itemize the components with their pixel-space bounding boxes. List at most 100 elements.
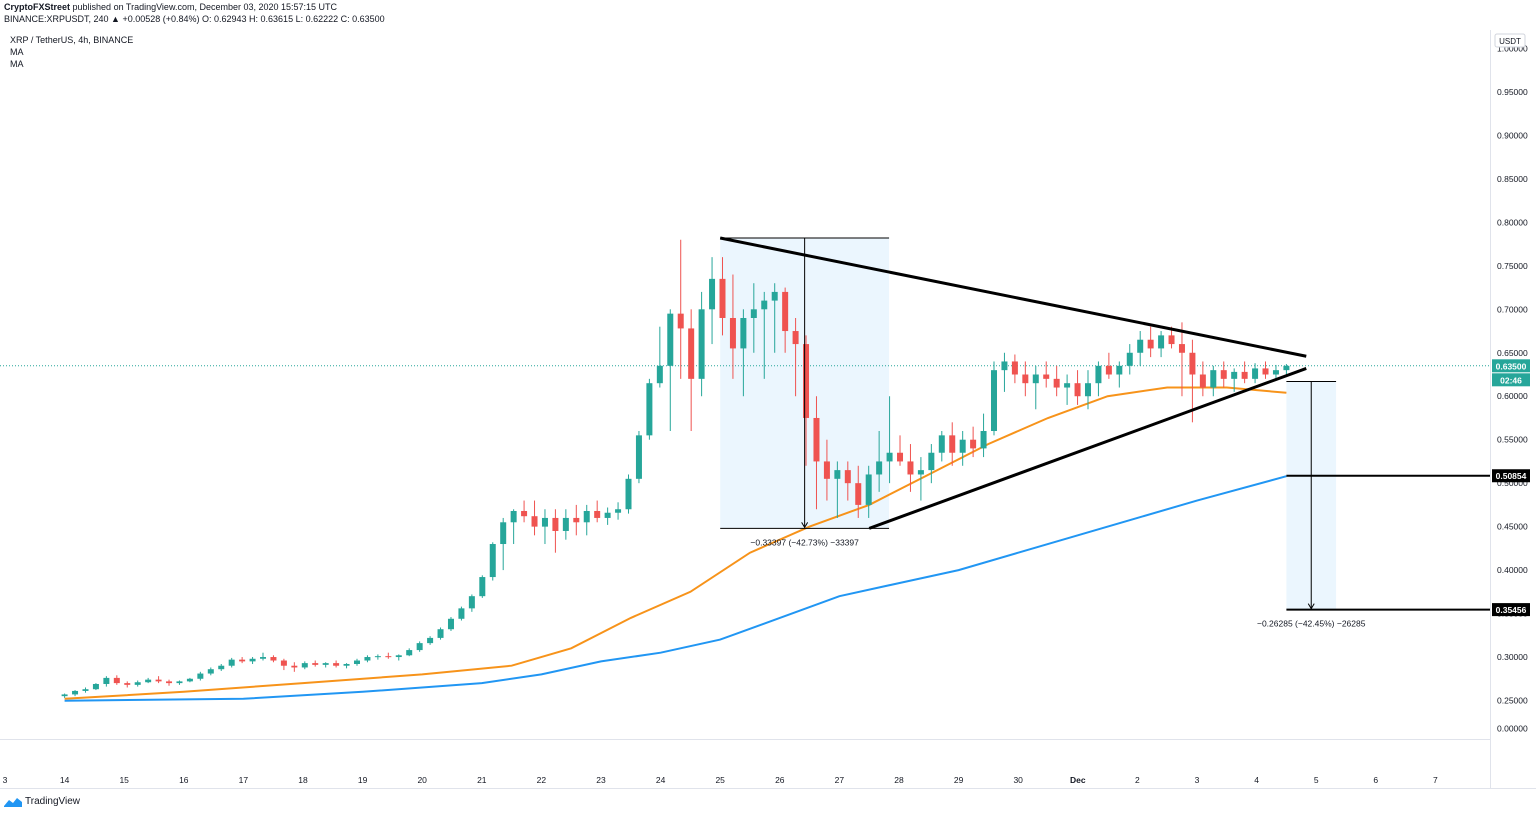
time-tick-label: 14 — [60, 775, 70, 785]
candle — [803, 335, 810, 466]
time-tick-label: 29 — [954, 775, 964, 785]
time-tick-label: 3 — [3, 775, 8, 785]
candle-body — [1283, 365, 1290, 371]
candle — [823, 439, 830, 501]
candle-body — [447, 618, 454, 630]
candle — [740, 309, 747, 397]
candle — [479, 575, 486, 598]
candle-body — [124, 683, 131, 685]
candle — [1053, 365, 1060, 397]
price-tick-label: 0.55000 — [1497, 435, 1528, 445]
candle — [1064, 374, 1071, 405]
candle-body — [646, 383, 653, 436]
publisher-name: CryptoFXStreet — [4, 2, 71, 12]
candle — [959, 431, 966, 466]
time-tick-label: 22 — [537, 775, 547, 785]
candle-body — [1032, 374, 1039, 384]
candle — [291, 662, 298, 672]
price-tick-label: 0.40000 — [1497, 565, 1528, 575]
candle-body — [1210, 370, 1217, 388]
candle — [1043, 361, 1050, 388]
price-tick-label: 0.45000 — [1497, 522, 1528, 532]
candle — [176, 680, 183, 685]
candle — [92, 683, 99, 691]
candle — [552, 509, 559, 553]
candle — [1032, 365, 1039, 410]
candle-body — [844, 470, 851, 484]
candle — [353, 658, 360, 666]
candle-body — [813, 417, 820, 462]
candle — [333, 660, 340, 668]
time-tick-label: 15 — [119, 775, 129, 785]
candle — [980, 413, 987, 458]
candle-body — [353, 660, 360, 664]
symbol-legend[interactable]: XRP / TetherUS, 4h, BINANCE — [10, 35, 134, 45]
candle — [1262, 361, 1269, 379]
candle — [1105, 352, 1112, 379]
candle — [771, 283, 778, 353]
candle — [1220, 361, 1227, 388]
candle-body — [364, 657, 371, 661]
candle-body — [61, 694, 68, 697]
tradingview-brand[interactable]: TradingView — [4, 796, 80, 807]
candle-body — [260, 657, 267, 659]
candle — [855, 465, 862, 518]
candle — [1272, 364, 1279, 379]
price-tick-label: 0.70000 — [1497, 304, 1528, 314]
candle-body — [677, 313, 684, 329]
candle — [447, 617, 454, 631]
last-price-badge-bg — [1492, 359, 1530, 373]
candle-body — [552, 517, 559, 531]
candle — [1252, 363, 1259, 384]
candle-body — [980, 431, 987, 449]
candle-body — [145, 679, 152, 683]
candle — [1084, 370, 1091, 410]
candle — [1158, 331, 1165, 358]
candle-body — [489, 544, 496, 578]
candle — [646, 378, 653, 440]
candle — [604, 507, 611, 525]
candle — [876, 431, 883, 492]
candle-body — [343, 663, 350, 666]
candle — [917, 457, 924, 501]
candle — [531, 500, 538, 536]
candle-body — [876, 461, 883, 475]
price-tick-label: 0.80000 — [1497, 217, 1528, 227]
candle-body — [113, 677, 120, 684]
countdown-badge: 02:46 — [1500, 375, 1522, 385]
candle — [416, 641, 423, 652]
candle — [1147, 326, 1154, 358]
candle-body — [416, 643, 423, 651]
candle — [1231, 368, 1238, 392]
currency-label: USDT — [1499, 37, 1521, 46]
candle — [897, 435, 904, 466]
candle-body — [1137, 339, 1144, 353]
candle — [1210, 365, 1217, 397]
candle-body — [740, 317, 747, 349]
candle-body — [1022, 374, 1029, 384]
candle-body — [949, 435, 956, 453]
candle-body — [468, 596, 475, 609]
candle-body — [865, 474, 872, 505]
time-tick-label: 21 — [477, 775, 487, 785]
candle — [907, 444, 914, 492]
candle-body — [834, 470, 841, 479]
candle — [374, 654, 381, 660]
ma-legend-1[interactable]: MA — [10, 47, 24, 57]
candle — [813, 396, 820, 510]
candle-body — [761, 300, 768, 310]
candle-body — [395, 655, 402, 658]
brand-name: TradingView — [25, 796, 81, 807]
candle — [792, 317, 799, 397]
candle — [677, 239, 684, 379]
price-tick-label: 0.75000 — [1497, 261, 1528, 271]
candle-body — [803, 344, 810, 418]
ma-legend-2[interactable]: MA — [10, 59, 24, 69]
level-badge-2: 0.35456 — [1496, 605, 1527, 615]
publish-date: published on TradingView.com, December 0… — [72, 2, 338, 12]
candle-body — [249, 658, 256, 662]
candle — [1241, 361, 1248, 384]
candle — [458, 606, 465, 621]
measure-1-arrowhead — [801, 522, 809, 529]
